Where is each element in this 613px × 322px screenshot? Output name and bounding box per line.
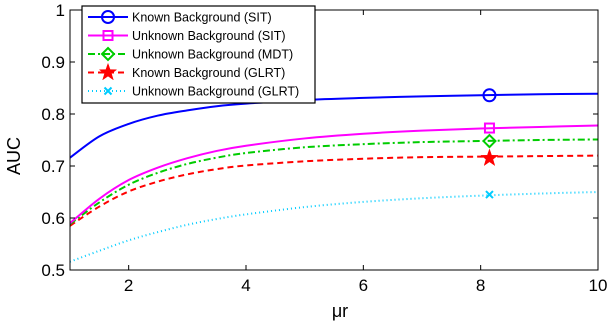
legend: Known Background (SIT) Unknown Background… bbox=[81, 5, 316, 104]
x-tick-label-2: 6 bbox=[359, 276, 368, 295]
legend-label-4: Unknown Background (GLRT) bbox=[132, 85, 299, 99]
series-marker-0 bbox=[482, 88, 497, 103]
legend-marker-0 bbox=[101, 10, 115, 24]
legend-marker-2 bbox=[100, 46, 116, 62]
x-tick-label-4: 10 bbox=[589, 276, 608, 295]
series-line-3 bbox=[70, 154, 598, 227]
series-line-2 bbox=[70, 138, 598, 226]
plot-frame bbox=[69, 9, 599, 271]
y-tick-label-2: 0.7 bbox=[41, 157, 65, 176]
x-axis-label: μr bbox=[332, 301, 348, 321]
legend-marker-3 bbox=[98, 62, 118, 81]
series-line-4 bbox=[70, 191, 598, 263]
y-tick-label-1: 0.6 bbox=[41, 209, 65, 228]
series-marker-4 bbox=[485, 190, 494, 199]
series-marker-3 bbox=[480, 148, 499, 167]
series-marker-1 bbox=[483, 122, 495, 134]
y-axis-label: AUC bbox=[4, 137, 24, 175]
series-marker-4-stroke-b bbox=[485, 190, 494, 199]
legend-label-1: Unknown Background (SIT) bbox=[132, 29, 286, 43]
y-tick-label-0: 0.5 bbox=[41, 261, 65, 280]
legend-marker-4-stroke-b bbox=[103, 86, 113, 96]
y-tick-label-4: 0.9 bbox=[41, 53, 65, 72]
plot-area bbox=[70, 88, 598, 263]
legend-marker-4 bbox=[103, 86, 113, 96]
x-tick-label-3: 8 bbox=[476, 276, 485, 295]
y-tick-label-3: 0.8 bbox=[41, 105, 65, 124]
series-marker-2 bbox=[482, 133, 497, 149]
x-tick-label-0: 2 bbox=[124, 276, 133, 295]
legend-label-2: Unknown Background (MDT) bbox=[132, 48, 293, 62]
series-lines bbox=[70, 92, 598, 263]
series-line-1 bbox=[70, 124, 598, 224]
x-tick-label-1: 4 bbox=[241, 276, 250, 295]
legend-marker-1 bbox=[102, 30, 114, 41]
y-tick-label-5: 1 bbox=[56, 1, 65, 20]
legend-label-0: Known Background (SIT) bbox=[132, 11, 272, 25]
legend-label-3: Known Background (GLRT) bbox=[132, 66, 285, 80]
